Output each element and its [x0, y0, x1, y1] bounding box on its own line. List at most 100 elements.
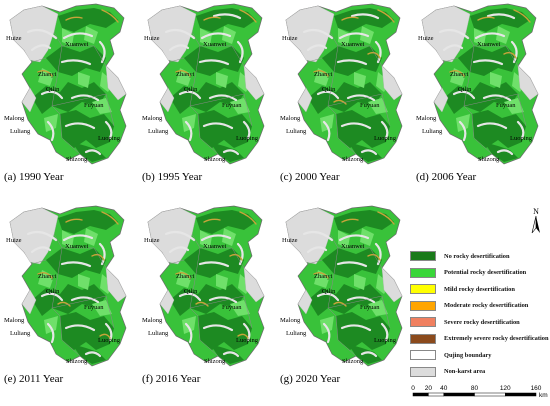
place-label-malong: Malong [280, 317, 301, 324]
no-desertification-zone [470, 8, 530, 32]
potential-desertification-zone [216, 274, 228, 290]
no-desertification-zone [58, 210, 118, 234]
non-karst-strip [202, 122, 234, 130]
place-label-qilin: Qilin [46, 288, 60, 295]
non-karst-strip [236, 242, 244, 266]
no-desertification-zone [334, 210, 394, 234]
county-boundary [231, 247, 245, 269]
place-label-fuyuan: Fuyuan [222, 102, 242, 109]
place-label-xuanwei: Xuanwei [65, 41, 89, 48]
place-label-luoping: Luoping [374, 135, 397, 142]
desertification-strip [333, 301, 347, 307]
place-label-shizong: Shizong [342, 358, 364, 365]
map-panel: Huize Xuanwei Qilin Fuyuan Malong Luliang Shiz… [140, 2, 272, 183]
non-karst-strip [40, 90, 64, 100]
desertification-strip [91, 253, 105, 261]
potential-desertification-zone [504, 98, 524, 114]
legend-swatch [410, 317, 436, 328]
legend-item: Severe rocky desertification [410, 314, 550, 331]
desertification-strip [37, 271, 53, 279]
non-karst-area [9, 5, 59, 63]
no-desertification-zone [72, 142, 106, 162]
non-karst-strip [60, 261, 92, 268]
place-label-malong: Malong [142, 115, 163, 122]
no-desertification-zone [198, 110, 252, 148]
no-desertification-zone [308, 82, 382, 114]
non-karst-area [285, 207, 335, 265]
legend-item: No rocky desertification [410, 248, 550, 265]
desertification-strip [229, 253, 243, 261]
potential-desertification-zone [78, 72, 90, 88]
potential-desertification-zone [92, 98, 112, 114]
desertification-strip [175, 271, 191, 279]
non-karst-area [297, 87, 313, 113]
place-label-luoping: Luoping [236, 135, 259, 142]
non-karst-area [147, 207, 197, 265]
place-label-malong: Malong [280, 115, 301, 122]
no-desertification-zone [484, 142, 518, 162]
non-karst-strip [164, 230, 196, 242]
desertification-strip [313, 271, 329, 279]
place-label-qilin: Qilin [322, 288, 336, 295]
non-karst-strip [222, 149, 240, 156]
desertification-strip [367, 253, 381, 261]
place-label-xuanwei: Xuanwei [341, 243, 365, 250]
desertification-strip [101, 9, 119, 23]
potential-desertification-zone [490, 72, 502, 88]
non-karst-area [381, 65, 403, 101]
county-boundary [105, 295, 115, 329]
non-karst-strip [164, 28, 196, 40]
map-legend: No rocky desertification Potential rocky … [410, 248, 550, 380]
potential-desertification-zone [38, 68, 54, 86]
non-karst-area [433, 87, 449, 113]
non-karst-strip [26, 230, 58, 242]
map-panel: Huize Xuanwei Qilin Fuyuan Malong Luliang Shiz… [2, 204, 134, 385]
non-karst-area [243, 65, 265, 101]
non-karst-strip [374, 40, 382, 64]
non-karst-strip [202, 324, 234, 332]
north-label: N [533, 207, 539, 216]
county-boundary [463, 93, 519, 107]
non-karst-area [159, 87, 175, 113]
legend-swatch [410, 366, 436, 377]
place-label-xuanwei: Xuanwei [341, 41, 365, 48]
non-karst-strip [200, 32, 232, 40]
non-karst-strip [60, 59, 92, 66]
county-boundary [93, 247, 107, 269]
non-karst-strip [316, 292, 340, 302]
non-karst-area [105, 267, 127, 303]
non-karst-strip [62, 32, 94, 40]
non-karst-strip [380, 120, 389, 140]
scale-tick-label: 80 [471, 385, 479, 392]
potential-desertification-zone [176, 68, 192, 86]
non-karst-strip [322, 322, 331, 344]
place-label-shizong: Shizong [478, 156, 500, 163]
place-label-malong: Malong [4, 317, 25, 324]
non-karst-strip [222, 351, 240, 358]
panel-caption: (a) 1990 Year [4, 171, 64, 183]
non-karst-strip [208, 296, 238, 304]
non-karst-area [517, 65, 539, 101]
desertification-strip [341, 218, 359, 223]
non-karst-strip [472, 59, 504, 66]
non-karst-strip [104, 120, 113, 140]
non-karst-strip [178, 90, 202, 100]
non-karst-area [421, 5, 471, 63]
scale-segment [443, 392, 475, 397]
no-desertification-zone [196, 210, 256, 234]
scale-segment [505, 392, 537, 397]
non-karst-strip [242, 322, 251, 342]
county-boundary [335, 315, 357, 357]
non-karst-strip [458, 120, 467, 142]
place-label-shizong: Shizong [204, 156, 226, 163]
desertification-strip [101, 211, 119, 225]
legend-label: Qujing boundary [444, 351, 492, 359]
place-label-huize: Huize [6, 237, 22, 244]
place-label-fuyuan: Fuyuan [84, 102, 104, 109]
non-karst-strip [374, 242, 382, 266]
county-boundary [51, 93, 107, 107]
county-boundary [369, 45, 383, 67]
legend-label: Non-karst area [444, 368, 486, 376]
county-boundary [31, 57, 47, 63]
place-label-huize: Huize [282, 35, 298, 42]
